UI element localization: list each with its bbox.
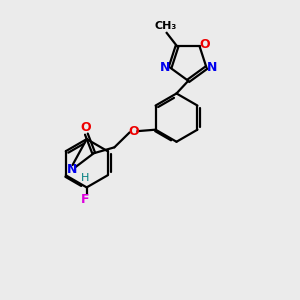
Text: O: O (128, 125, 139, 138)
Text: N: N (160, 61, 170, 74)
Text: F: F (81, 193, 89, 206)
Text: CH₃: CH₃ (154, 22, 176, 32)
Text: O: O (80, 121, 91, 134)
Text: N: N (207, 61, 217, 74)
Text: N: N (68, 163, 78, 176)
Text: O: O (200, 38, 210, 51)
Text: H: H (81, 173, 89, 183)
